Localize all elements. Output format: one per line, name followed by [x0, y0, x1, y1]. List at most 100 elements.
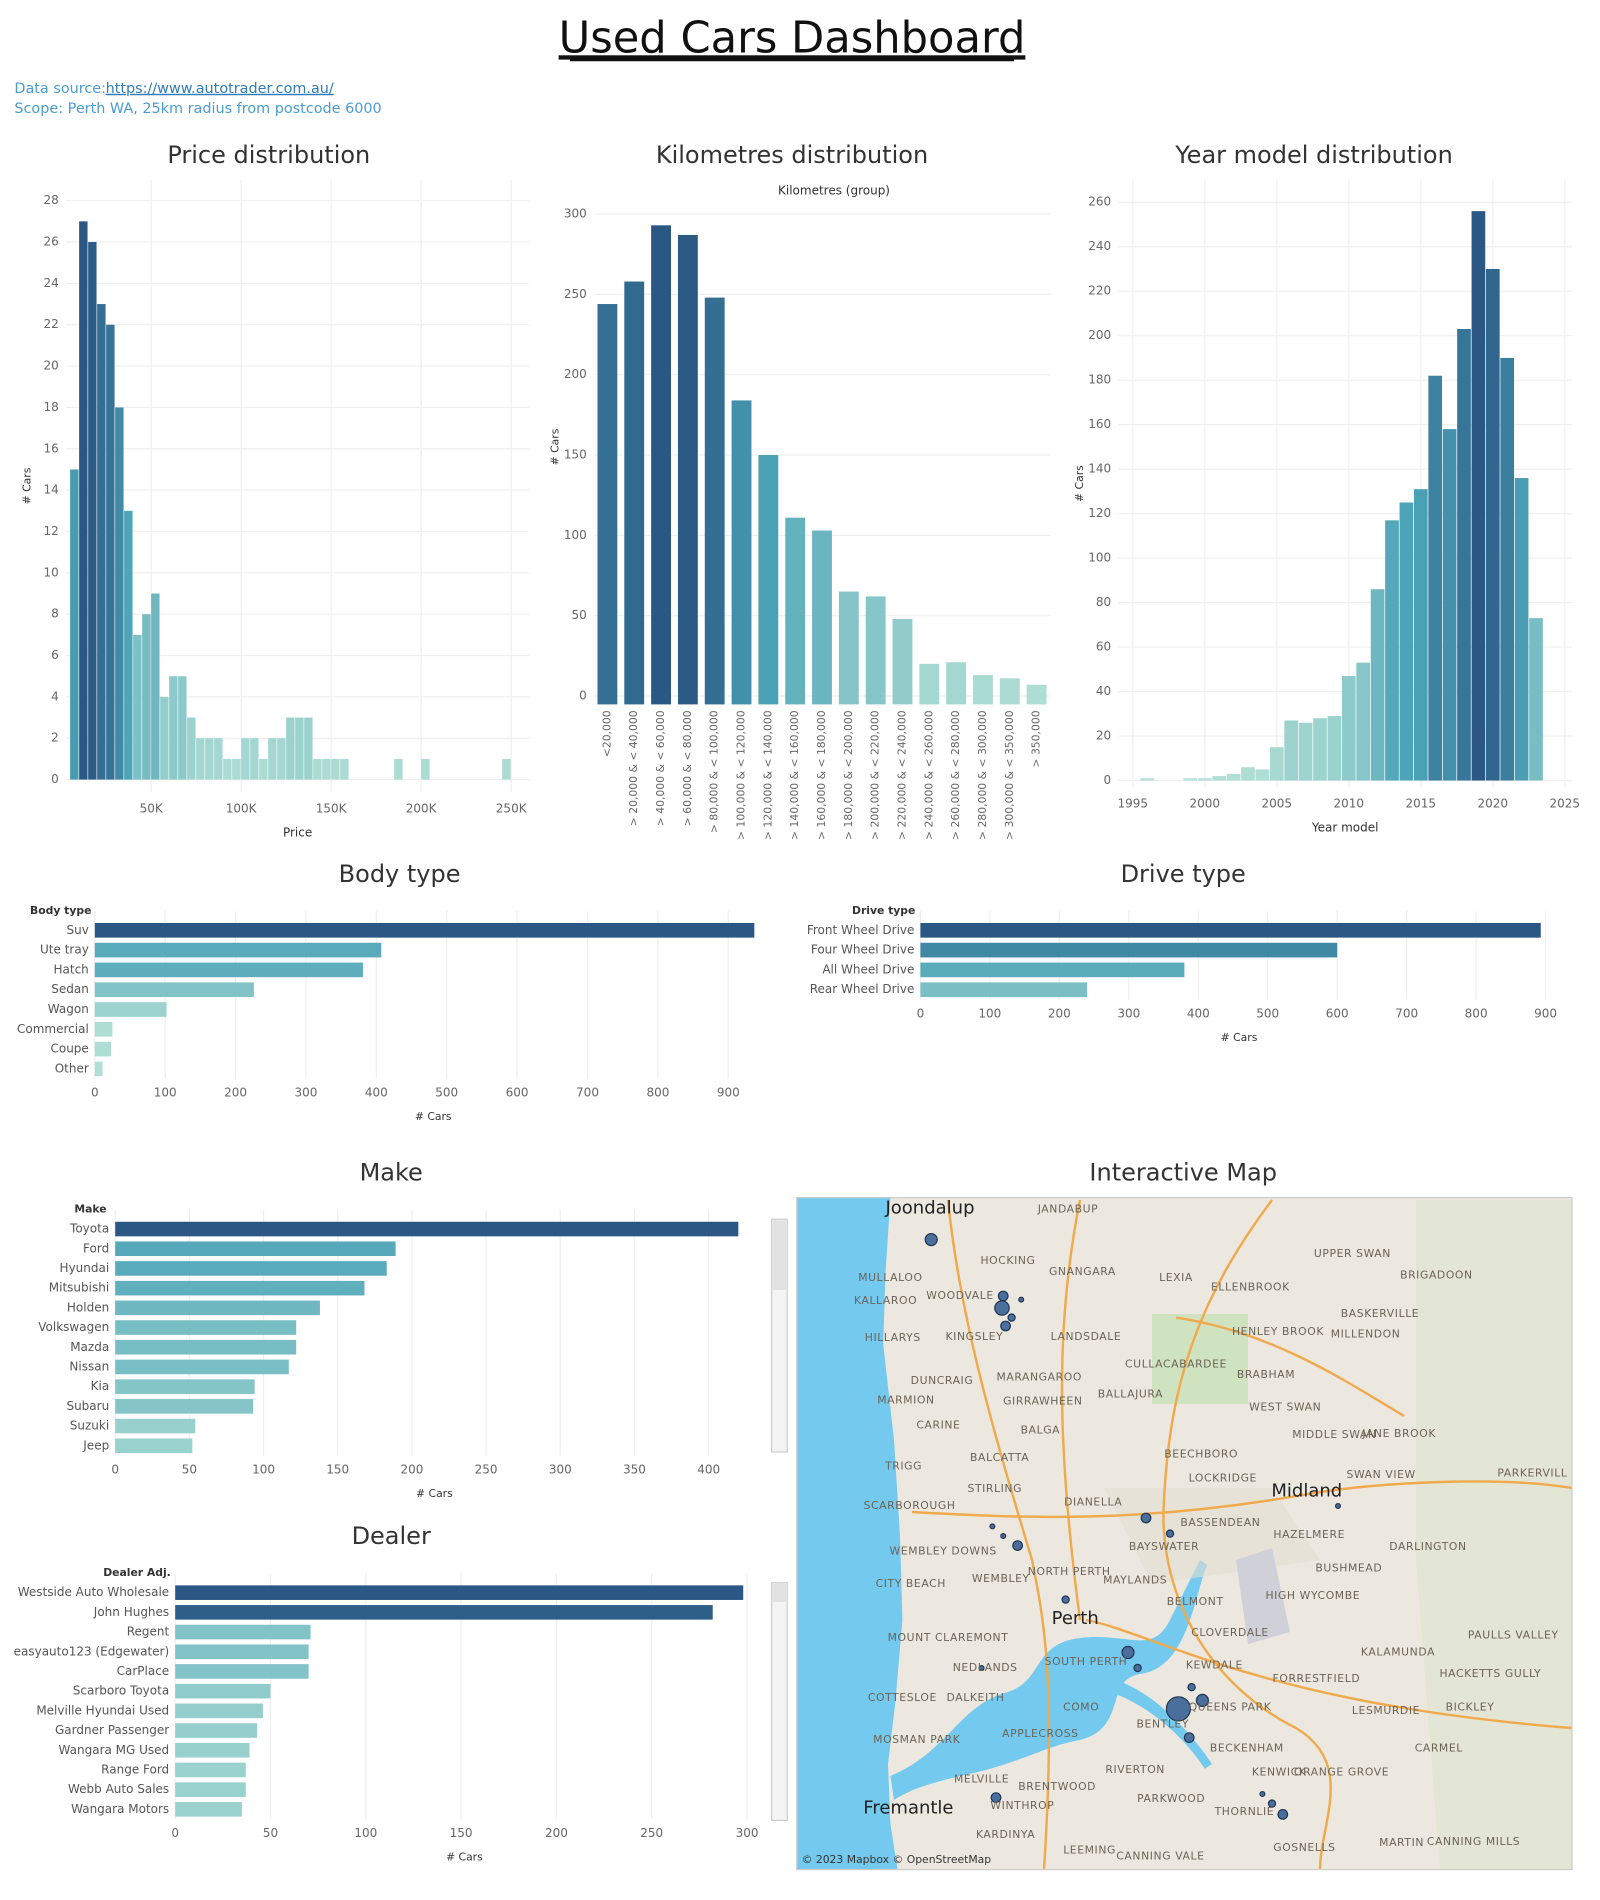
- map-attribution: © 2023 Mapbox © OpenStreetMap: [802, 1853, 992, 1866]
- bar: [1428, 375, 1443, 781]
- x-tick-label: > 240,000 & < 260,000: [922, 710, 935, 840]
- histogram-bar: [223, 758, 232, 780]
- map-label: LESMURDIE: [1352, 1704, 1420, 1717]
- histogram-bar: [331, 758, 340, 780]
- bar: [94, 1061, 103, 1077]
- map-label: GOSNELLS: [1273, 1841, 1335, 1854]
- scrollbar[interactable]: [771, 1582, 788, 1822]
- histogram-bar: [268, 738, 277, 780]
- histogram-bar: [259, 758, 268, 780]
- map-label: KENWICK: [1252, 1765, 1307, 1778]
- map-label: BECKENHAM: [1210, 1741, 1284, 1754]
- x-tick-label: 200: [224, 1086, 247, 1100]
- chart-title: Make: [360, 1159, 423, 1187]
- bar: [920, 922, 1541, 938]
- map-label: SWAN VIEW: [1347, 1468, 1416, 1481]
- bar: [94, 942, 382, 958]
- dealer-dots[interactable]: [924, 1233, 1342, 1820]
- scroll-thumb[interactable]: [772, 1584, 787, 1603]
- x-tick-label: 500: [435, 1086, 458, 1100]
- chart-title: Drive type: [1121, 860, 1246, 888]
- map-label: WEMBLEY: [972, 1572, 1030, 1585]
- x-tick-label: 150: [450, 1826, 473, 1840]
- bar: [1514, 478, 1529, 781]
- y-tick-label: Range Ford: [101, 1762, 169, 1776]
- chart-title: Body type: [339, 860, 461, 888]
- x-tick-label: > 20,000 & < 40,000: [627, 710, 640, 826]
- bar: [115, 1399, 254, 1414]
- bar: [175, 1782, 246, 1797]
- y-tick-label: Volkswagen: [38, 1320, 109, 1334]
- histogram-bar: [214, 738, 223, 780]
- map-label: THORNLIE: [1214, 1805, 1275, 1818]
- map-label: WEMBLEY DOWNS: [890, 1545, 997, 1558]
- bar: [115, 1261, 387, 1276]
- map-label: QUEENS PARK: [1189, 1701, 1272, 1714]
- map-label: ELLENBROOK: [1211, 1281, 1290, 1294]
- x-tick-label: 2025: [1550, 797, 1581, 811]
- bar: [677, 234, 698, 705]
- y-tick-label: Rear Wheel Drive: [810, 982, 915, 996]
- x-tick-label: 300: [295, 1086, 318, 1100]
- y-tick-label: Other: [55, 1061, 89, 1075]
- x-tick-label: 400: [365, 1086, 388, 1100]
- source-label: Data source:: [14, 81, 106, 97]
- y-tick-label: Wangara MG Used: [59, 1743, 170, 1757]
- y-tick-label: Coupe: [50, 1042, 88, 1056]
- bar: [115, 1379, 255, 1394]
- bar: [785, 517, 806, 705]
- x-tick-label: > 60,000 & < 80,000: [681, 710, 694, 826]
- bar: [920, 982, 1088, 998]
- map-label: BRIGADOON: [1400, 1269, 1473, 1282]
- y-tick-label: Webb Auto Sales: [68, 1782, 169, 1796]
- map-label: ORANGE GROVE: [1294, 1765, 1389, 1778]
- map-label: MAYLANDS: [1103, 1573, 1167, 1586]
- x-tick-label: 100K: [226, 801, 258, 815]
- histogram-bar: [97, 304, 106, 780]
- x-tick-label: 100: [978, 1007, 1001, 1021]
- bar: [1284, 720, 1299, 781]
- map-label: SOUTH PERTH: [1045, 1655, 1128, 1668]
- bar: [919, 663, 940, 705]
- map-label: KINGSLEY: [946, 1330, 1004, 1343]
- bar: [1385, 520, 1399, 781]
- map[interactable]: Joondalup JANDABUP UPPER SWAN MULLALOO HOCKI…: [796, 1197, 1573, 1870]
- x-tick-label: 400: [1187, 1007, 1210, 1021]
- map-label: Fremantle: [863, 1797, 953, 1818]
- y-tick-label: Subaru: [66, 1399, 109, 1413]
- y-tick-label: Melville Hyundai Used: [36, 1703, 169, 1717]
- bar: [94, 1041, 111, 1057]
- bar: [94, 962, 363, 978]
- y-tick-label: Ford: [83, 1241, 109, 1255]
- y-tick-label: Gardner Passenger: [55, 1723, 169, 1737]
- map-label: STIRLING: [968, 1482, 1023, 1495]
- y-tick-label: Toyota: [69, 1222, 109, 1236]
- map-label: MARMION: [877, 1393, 934, 1406]
- map-label: Midland: [1271, 1481, 1342, 1502]
- source-link[interactable]: https://www.autotrader.com.au/: [106, 81, 334, 97]
- y-tick-label: John Hughes: [93, 1605, 169, 1619]
- x-tick-label: 2020: [1478, 797, 1509, 811]
- x-tick-label: > 80,000 & < 100,000: [708, 710, 721, 833]
- bar: [1313, 718, 1327, 781]
- bar: [946, 662, 967, 705]
- bar: [1212, 776, 1227, 781]
- y-tick-label: 40: [1096, 684, 1111, 698]
- x-tick-label: 600: [506, 1086, 529, 1100]
- bar: [1269, 747, 1284, 781]
- map-label: BELMONT: [1167, 1595, 1224, 1608]
- y-tick-label: 50: [572, 608, 587, 622]
- histogram-bar: [286, 717, 295, 780]
- x-tick-label: 700: [576, 1086, 599, 1100]
- bar: [597, 304, 618, 705]
- y-tick-label: 0: [579, 689, 587, 703]
- map-label: WEST SWAN: [1249, 1401, 1321, 1414]
- x-tick-label: 200: [1048, 1007, 1071, 1021]
- map-label: MARTIN: [1379, 1836, 1424, 1849]
- x-tick-label: 50: [263, 1826, 278, 1840]
- scroll-thumb[interactable]: [772, 1220, 787, 1290]
- x-tick-label: 100: [154, 1086, 177, 1100]
- bar: [1140, 778, 1155, 781]
- x-tick-label: > 120,000 & < 140,000: [761, 710, 774, 840]
